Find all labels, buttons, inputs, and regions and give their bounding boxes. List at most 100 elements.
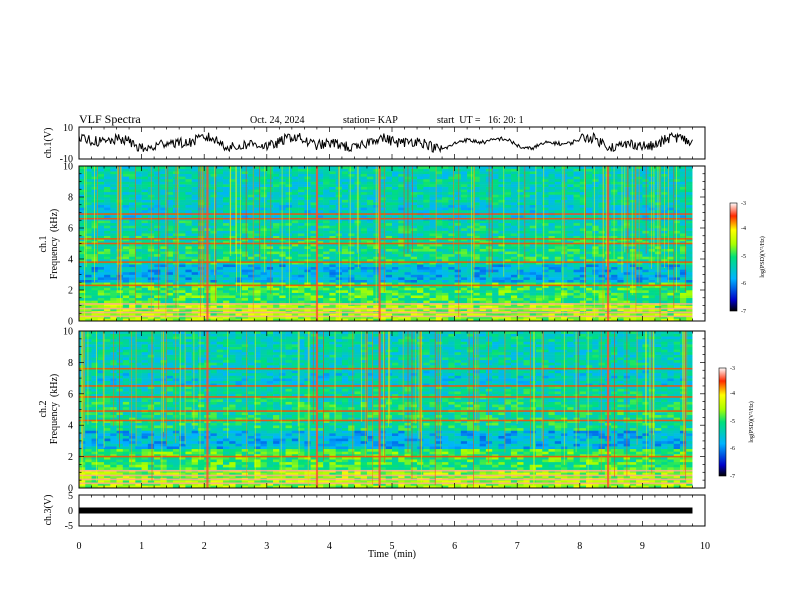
ch1-spectrogram-cell — [191, 191, 199, 195]
ch1-spectrogram-cell — [122, 202, 130, 206]
ch1-spectrogram-cell — [329, 277, 336, 280]
ch1-spectrogram-cell — [185, 194, 192, 198]
ch1-spectrogram-cell — [273, 251, 280, 255]
ch1-spectrogram-cell — [179, 271, 186, 275]
ch1-spectrogram-cell — [104, 274, 111, 278]
ch1-spectrogram-cell — [341, 274, 349, 278]
ch1-spectrogram-cell — [110, 251, 117, 255]
ch1-spectrogram-cell — [586, 266, 593, 270]
ch1-spectrogram-cell — [523, 308, 531, 311]
ch1-spectrogram-cell — [679, 207, 687, 211]
ch1-spectrogram-cell — [379, 313, 387, 317]
ch1-spectrogram-cell — [517, 297, 524, 301]
ch1-spectrogram-cell — [686, 318, 693, 321]
ch1-spectrogram-cell — [191, 271, 199, 275]
ch1-spectrogram-cell — [97, 259, 105, 262]
ch1-spectrogram-cell — [116, 308, 124, 311]
ch1-spectrogram-cell — [154, 194, 161, 198]
ch1-spectrogram-cell — [291, 279, 299, 283]
ch1-spectrogram-cell — [260, 202, 268, 206]
ch1-spectrogram-cell — [310, 256, 318, 260]
ch1-spectrogram-cell — [642, 253, 649, 257]
ch1-spectrogram-cell — [592, 308, 599, 311]
ch1-spectrogram-cell — [617, 261, 624, 265]
ch1-spectrogram-cell — [254, 235, 261, 239]
ch1-spectrogram-cell — [636, 295, 643, 299]
ch1-spectrogram-cell — [348, 279, 355, 283]
ch1-spectrogram-cell — [467, 259, 474, 262]
ch1-spectrogram-cell — [473, 238, 480, 242]
ch1-spectrogram-cell — [129, 225, 136, 229]
ch1-spectrogram-cell — [79, 209, 86, 213]
ch1-spectrogram-cell — [179, 290, 186, 293]
ch1-spectrogram-cell — [667, 204, 674, 208]
ch1-spectrogram-cell — [360, 209, 368, 213]
ch1-spectrogram-cell — [510, 222, 518, 226]
ch1-spectrogram-cell — [573, 240, 581, 244]
ch1-spectrogram-cell — [548, 256, 556, 260]
ch1-spectrogram-cell — [298, 238, 305, 242]
ch1-spectrogram-cell — [197, 215, 205, 218]
ch1-spectrogram-cell — [579, 191, 587, 195]
ch1-spectrogram-cell — [473, 228, 480, 231]
ch1-spectrogram-cell — [191, 202, 199, 206]
ch1-spectrogram-cell — [435, 202, 443, 206]
ch1-spectrogram-cell — [642, 202, 649, 206]
ch1-spectrogram-cell — [686, 197, 693, 200]
ch1-spectrogram-cell — [617, 240, 624, 244]
ch1-spectrogram-cell — [410, 271, 418, 275]
ch1-spectrogram-cell — [529, 225, 537, 229]
ch1-spectrogram-cell — [191, 222, 199, 226]
ch1-spectrogram-cell — [197, 243, 205, 247]
ch1-spectrogram-cell — [185, 266, 192, 270]
ch1-spectrogram-cell — [160, 279, 167, 283]
ch1-spectrogram-cell — [642, 266, 649, 270]
ch1-spectrogram-cell — [492, 246, 499, 249]
ch1-spectrogram-cell — [179, 256, 186, 260]
ch1-spectrogram-cell — [379, 271, 387, 275]
ch1-spectrogram-cell — [504, 207, 512, 211]
ch1-spectrogram-cell — [166, 318, 174, 321]
ch1-spectrogram-cell — [548, 199, 556, 203]
ch1-spectrogram-cell — [686, 261, 693, 265]
ch1-spectrogram-cell — [110, 253, 117, 257]
ch1-spectrogram-cell — [598, 274, 606, 278]
ch1-spectrogram-cell — [160, 207, 167, 211]
ch1-spectrogram-cell — [492, 271, 499, 275]
ch1-spectrogram-cell — [535, 202, 543, 206]
ch1-spectrogram-cell — [542, 243, 549, 247]
ch1-spectrogram-cell — [429, 292, 437, 296]
ch1-spectrogram-cell — [410, 233, 418, 237]
ch1-spectrogram-cell — [379, 256, 387, 260]
ch1-spectrogram-cell — [429, 235, 437, 239]
ch1-spectrogram-cell — [185, 313, 192, 317]
ch1-spectrogram-cell — [423, 297, 430, 301]
ch1-spectrogram-cell — [154, 204, 161, 208]
ch1-spectrogram-cell — [135, 240, 142, 244]
ch1-spectrogram-cell — [517, 300, 524, 304]
ch1-spectrogram-cell — [542, 197, 549, 200]
ch1-spectrogram-cell — [122, 191, 130, 195]
ch1-spectrogram-cell — [592, 209, 599, 213]
ch1-spectrogram-cell — [448, 277, 455, 280]
ch1-spectrogram-cell — [291, 264, 299, 268]
ch1-spectrogram-cell — [129, 204, 136, 208]
ch1-spectrogram-cell — [85, 282, 92, 286]
ch1-spectrogram-cell — [210, 194, 218, 198]
ch1-spectrogram-cell — [97, 266, 105, 270]
ch1-spectrogram-cell — [567, 230, 574, 234]
ch1-spectrogram-cell — [366, 308, 374, 311]
ch1-spectrogram-cell — [366, 279, 374, 283]
ch1-spectrogram-cell — [266, 266, 274, 270]
ch1-spectrogram-cell — [410, 202, 418, 206]
ch1-spectrogram-cell — [448, 266, 455, 270]
ch1-spectrogram-cell — [197, 191, 205, 195]
ch1-spectrogram-cell — [535, 313, 543, 317]
ch1-spectrogram-cell — [404, 277, 412, 280]
ch1-spectrogram-cell — [248, 315, 255, 319]
ch1-spectrogram-cell — [160, 191, 167, 195]
ch1-spectrogram-cell — [79, 246, 86, 249]
ch1-spectrogram-cell — [79, 248, 86, 252]
ch1-spectrogram-cell — [229, 300, 236, 304]
ch1-spectrogram-cell — [667, 318, 674, 321]
